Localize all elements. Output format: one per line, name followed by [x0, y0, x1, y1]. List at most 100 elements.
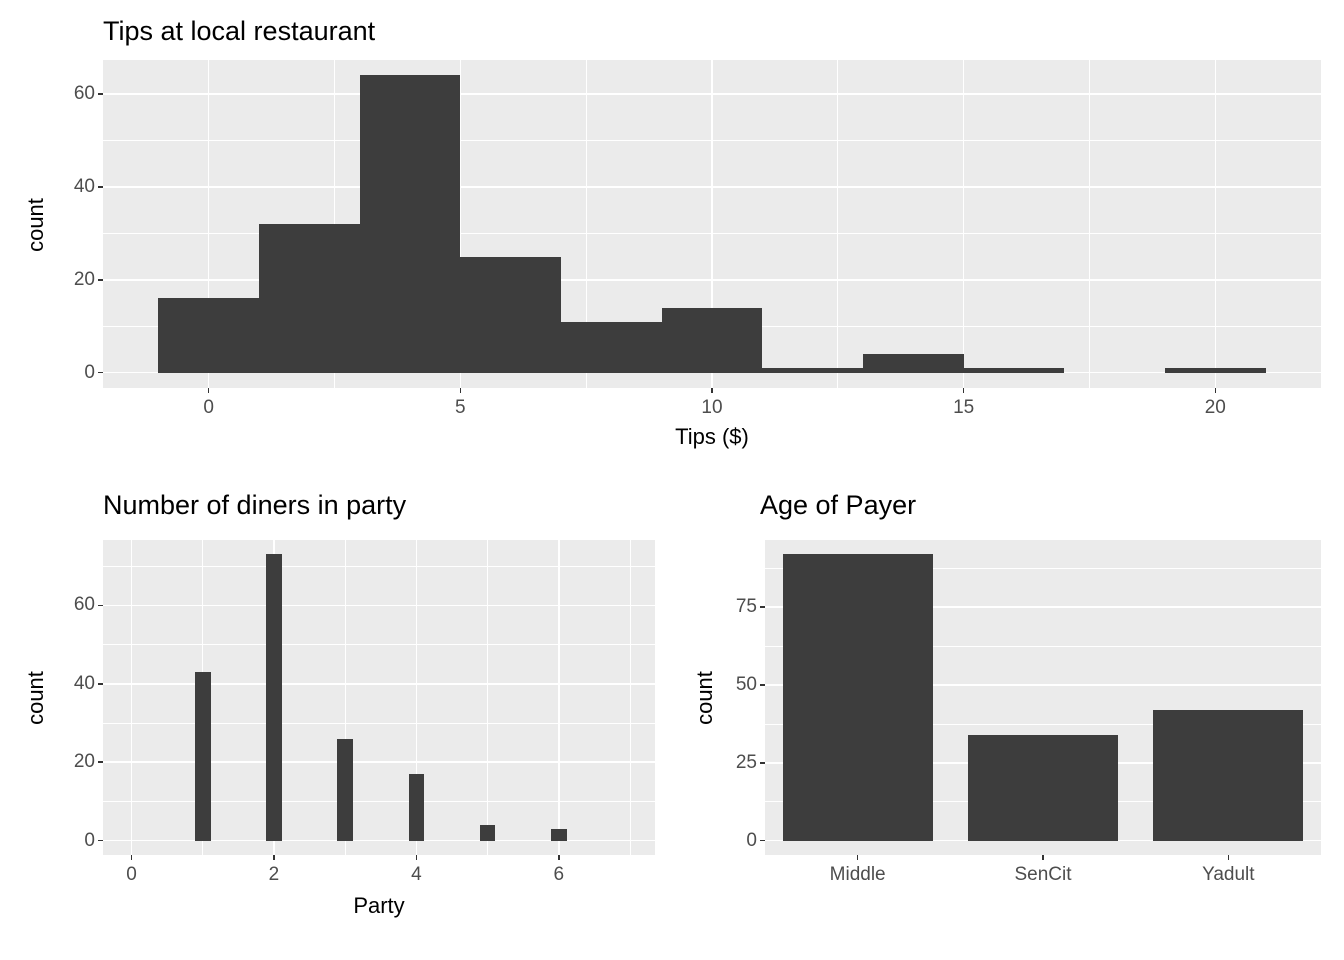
y-tick-mark [98, 683, 103, 685]
gridline-y-minor [103, 644, 655, 645]
gridline-y-major [103, 683, 655, 685]
category-bar [1153, 709, 1304, 841]
x-tick-label: SenCit [1014, 864, 1072, 885]
y-tick-label: 0 [84, 361, 95, 383]
category-bar [967, 734, 1119, 841]
histogram-bar [259, 224, 360, 373]
chart-party-histogram: Number of diners in party count Party 0 2… [0, 470, 700, 960]
gridline-x-major [207, 60, 210, 388]
x-tick-label: 0 [203, 397, 214, 418]
y-tick-label: 40 [73, 175, 95, 197]
gridline-y-minor [103, 722, 655, 724]
y-axis-label: count [692, 671, 717, 725]
gridline-x-major [558, 540, 560, 855]
y-tick-mark [760, 606, 765, 608]
x-tick-label: 4 [411, 864, 422, 885]
x-tick-mark [711, 388, 713, 393]
y-tick-label: 40 [73, 672, 95, 694]
gridline-y-major [765, 839, 1321, 842]
gridline-y-major [765, 684, 1321, 686]
gridline-x-major [415, 540, 418, 855]
histogram-bar [359, 75, 461, 373]
y-tick-mark [98, 839, 103, 842]
y-tick-mark [98, 371, 103, 374]
histogram-bar [551, 828, 567, 841]
x-axis-label: Party [353, 893, 405, 918]
plot-panel [103, 540, 655, 855]
gridline-y-minor [103, 801, 655, 802]
x-tick-mark [459, 388, 462, 393]
y-tick-label: 0 [746, 829, 757, 851]
chart-title: Tips at local restaurant [103, 16, 376, 46]
gridline-y-major [103, 761, 655, 763]
gridline-x-minor [1089, 60, 1090, 388]
gridline-x-major [711, 60, 713, 388]
y-tick-mark [98, 279, 103, 281]
chart-title: Number of diners in party [103, 490, 407, 520]
gridline-y-major [765, 606, 1321, 608]
histogram-bar [661, 307, 763, 373]
histogram-bar [561, 321, 662, 373]
x-tick-mark [1042, 855, 1044, 860]
y-tick-label: 60 [73, 82, 95, 104]
chart-tips-histogram: Tips at local restaurant count Tips ($) … [0, 0, 1344, 465]
category-bar [782, 554, 933, 841]
x-tick-mark [856, 855, 859, 860]
y-tick-label: 0 [84, 829, 95, 851]
x-tick-mark [962, 388, 965, 393]
x-tick-mark [415, 855, 418, 860]
gridline-x-minor [487, 540, 489, 855]
gridline-y-minor [765, 567, 1321, 569]
histogram-bar [194, 672, 211, 841]
y-tick-label: 20 [73, 751, 95, 773]
chart-age-bar: Age of Payer count Middle SenCit Yadult 0 25… [680, 470, 1344, 960]
x-tick-label: 6 [553, 864, 565, 885]
gridline-x-minor [629, 540, 631, 855]
plot-panel [103, 60, 1321, 388]
x-tick-mark [273, 855, 275, 860]
histogram-bar [862, 354, 964, 373]
histogram-bar [337, 738, 353, 841]
gridline-y-minor [765, 723, 1321, 725]
histogram-bar [479, 824, 496, 841]
y-tick-mark [98, 186, 103, 188]
x-axis-label: Tips ($) [675, 424, 749, 449]
y-tick-mark [98, 93, 103, 95]
gridline-y-major [103, 604, 655, 607]
x-tick-label: 20 [1204, 397, 1226, 418]
x-tick-mark [1227, 855, 1230, 860]
x-tick-mark [1214, 388, 1217, 393]
gridline-x-major [459, 60, 462, 388]
y-axis-label: count [23, 671, 48, 725]
y-tick-label: 60 [73, 594, 95, 616]
x-tick-label: 15 [953, 397, 975, 418]
plot-panel [765, 540, 1321, 855]
histogram-bar [158, 298, 260, 373]
y-tick-label: 20 [73, 268, 95, 290]
y-tick-label: 25 [735, 751, 757, 773]
gridline-y-major [103, 839, 655, 842]
y-tick-mark [760, 762, 765, 764]
gridline-x-minor [344, 540, 346, 855]
histogram-bar [1164, 368, 1266, 373]
histogram-bar [460, 256, 561, 373]
y-tick-label: 75 [735, 596, 757, 618]
y-tick-mark [98, 761, 103, 763]
histogram-bar [408, 773, 425, 841]
gridline-x-minor [585, 60, 587, 388]
y-tick-mark [98, 604, 103, 607]
x-tick-mark [558, 855, 560, 860]
histogram-bar [762, 368, 863, 373]
x-tick-mark [207, 388, 210, 393]
y-tick-mark [760, 684, 765, 686]
x-tick-label: 0 [126, 864, 137, 885]
gridline-x-major [1214, 60, 1217, 388]
gridline-x-major [130, 540, 133, 855]
x-tick-label: Yadult [1202, 864, 1255, 885]
x-tick-label: 10 [701, 397, 723, 418]
gridline-x-minor [837, 60, 839, 388]
x-tick-label: 2 [268, 864, 280, 885]
x-tick-label: 5 [455, 397, 466, 418]
gridline-y-minor [765, 645, 1321, 647]
